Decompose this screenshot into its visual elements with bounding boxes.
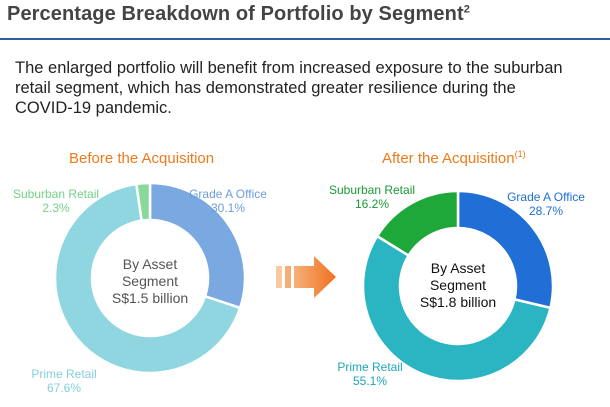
- after-slice-prime-retail: [361, 234, 552, 383]
- after-label-suburban-retail: Suburban Retail 16.2%: [328, 183, 416, 211]
- before-center-label: By Asset Segment S$1.5 billion: [111, 256, 189, 306]
- after-donut-chart: [361, 189, 555, 383]
- title-rule: [0, 38, 610, 40]
- after-label-grade-a-office: Grade A Office 28.7%: [507, 190, 585, 218]
- before-label-prime-retail: Prime Retail 67.6%: [31, 367, 97, 395]
- before-slice-prime-retail: [53, 182, 242, 375]
- title-footnote: 2: [463, 3, 470, 16]
- before-label-suburban-retail: Suburban Retail 2.3%: [12, 187, 100, 215]
- page-title: Percentage Breakdown of Portfolio by Seg…: [7, 3, 470, 25]
- before-donut-chart: [53, 181, 247, 375]
- after-slice-suburban-retail: [375, 189, 460, 258]
- after-label-prime-retail: Prime Retail 55.1%: [337, 360, 403, 388]
- before-slice-grade-a-office: [148, 181, 247, 310]
- before-label-grade-a-office: Grade A Office 30.1%: [189, 187, 267, 215]
- intro-text: The enlarged portfolio will benefit from…: [15, 59, 563, 117]
- after-slice-grade-a-office: [456, 189, 555, 310]
- before-slice-suburban-retail: [134, 181, 152, 223]
- after-chart-title: After the Acquisition(1): [382, 149, 526, 167]
- arrow-right-icon: [276, 256, 336, 298]
- before-chart-title: Before the Acquisition: [69, 150, 215, 167]
- after-center-label: By Asset Segment S$1.8 billion: [419, 260, 497, 310]
